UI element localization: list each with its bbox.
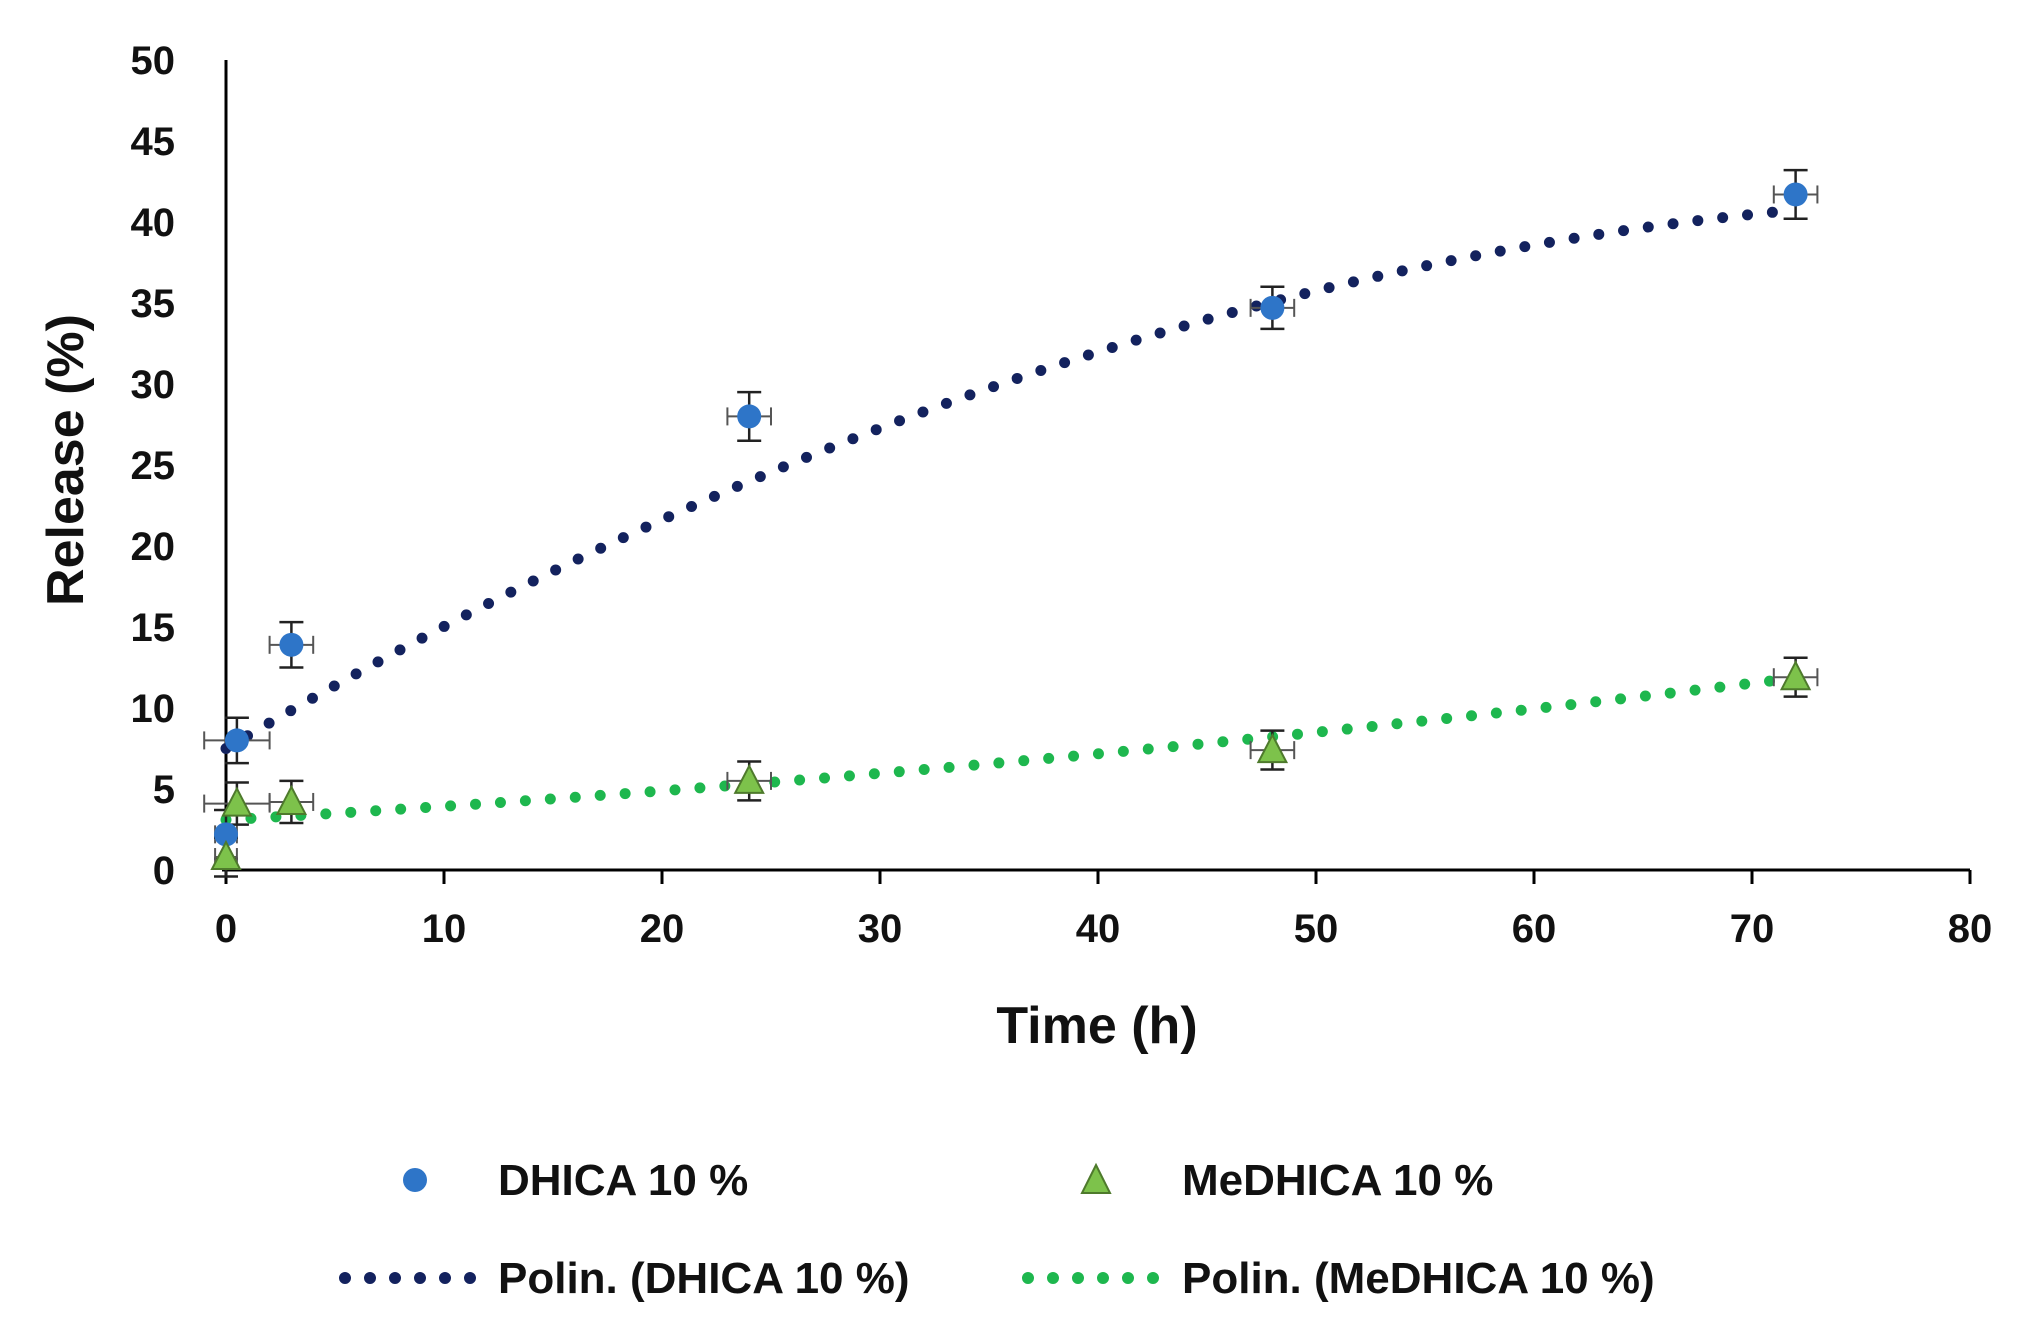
legend-item-polin-dhica: Polin. (DHICA 10 %) xyxy=(339,1254,910,1303)
legend-dhica-marker xyxy=(403,1168,427,1192)
x-tick-label-20: 20 xyxy=(640,907,685,951)
trendlines xyxy=(220,204,1802,826)
point-medhica-3 xyxy=(733,763,765,794)
point-dhica-5 xyxy=(1783,182,1808,207)
x-tick-label-50: 50 xyxy=(1294,907,1339,951)
trendline-medhica xyxy=(220,672,1802,826)
y-tick-label-40: 40 xyxy=(131,201,176,245)
x-tick-label-80: 80 xyxy=(1948,907,1993,951)
legend-medhica-marker xyxy=(1080,1162,1112,1194)
legend-dhica-label: DHICA 10 % xyxy=(498,1156,748,1205)
x-axis-ticks: 0 10 20 30 40 50 60 70 80 xyxy=(215,870,1992,951)
x-tick-label-70: 70 xyxy=(1730,907,1775,951)
x-axis-title: Time (h) xyxy=(996,997,1197,1055)
x-tick-label-40: 40 xyxy=(1076,907,1121,951)
point-dhica-2 xyxy=(279,632,304,657)
point-dhica-3 xyxy=(737,404,762,429)
point-dhica-0 xyxy=(214,822,238,847)
axes xyxy=(222,60,1970,882)
point-medhica-2 xyxy=(275,784,308,815)
point-medhica-4 xyxy=(1256,732,1289,764)
y-axis-title: Release (%) xyxy=(37,314,95,606)
x-tick-label-30: 30 xyxy=(858,907,903,951)
legend: DHICA 10 % MeDHICA 10 % Polin. (DHICA 10… xyxy=(339,1156,1655,1303)
y-axis-ticks: 0 5 10 15 20 25 30 35 40 45 50 xyxy=(131,39,176,893)
point-dhica-4 xyxy=(1260,295,1285,320)
error-bars xyxy=(203,168,1819,878)
legend-item-polin-medhica: Polin. (MeDHICA 10 %) xyxy=(1022,1254,1655,1303)
y-tick-label-25: 25 xyxy=(131,444,176,488)
legend-medhica-label: MeDHICA 10 % xyxy=(1182,1156,1493,1205)
legend-item-medhica: MeDHICA 10 % xyxy=(1080,1156,1493,1205)
y-tick-label-20: 20 xyxy=(131,525,176,569)
point-medhica-1 xyxy=(221,786,253,817)
legend-item-dhica: DHICA 10 % xyxy=(403,1156,748,1205)
y-tick-label-30: 30 xyxy=(131,363,176,407)
point-dhica-1 xyxy=(224,728,249,753)
point-medhica-5 xyxy=(1779,660,1812,691)
x-tick-label-60: 60 xyxy=(1512,907,1557,951)
y-tick-label-10: 10 xyxy=(131,687,176,731)
y-tick-label-5: 5 xyxy=(153,768,175,812)
legend-polin-medhica-label: Polin. (MeDHICA 10 %) xyxy=(1182,1254,1655,1303)
trendline-dhica xyxy=(220,204,1802,754)
y-tick-label-50: 50 xyxy=(131,39,176,83)
x-tick-label-10: 10 xyxy=(422,907,467,951)
y-tick-label-0: 0 xyxy=(153,849,175,893)
point-medhica-0 xyxy=(210,839,242,871)
x-tick-label-0: 0 xyxy=(215,907,237,951)
y-tick-label-35: 35 xyxy=(131,282,176,326)
y-tick-label-45: 45 xyxy=(131,120,176,164)
legend-polin-dhica-label: Polin. (DHICA 10 %) xyxy=(498,1254,910,1303)
y-tick-label-15: 15 xyxy=(131,606,176,650)
data-points xyxy=(210,182,1812,871)
